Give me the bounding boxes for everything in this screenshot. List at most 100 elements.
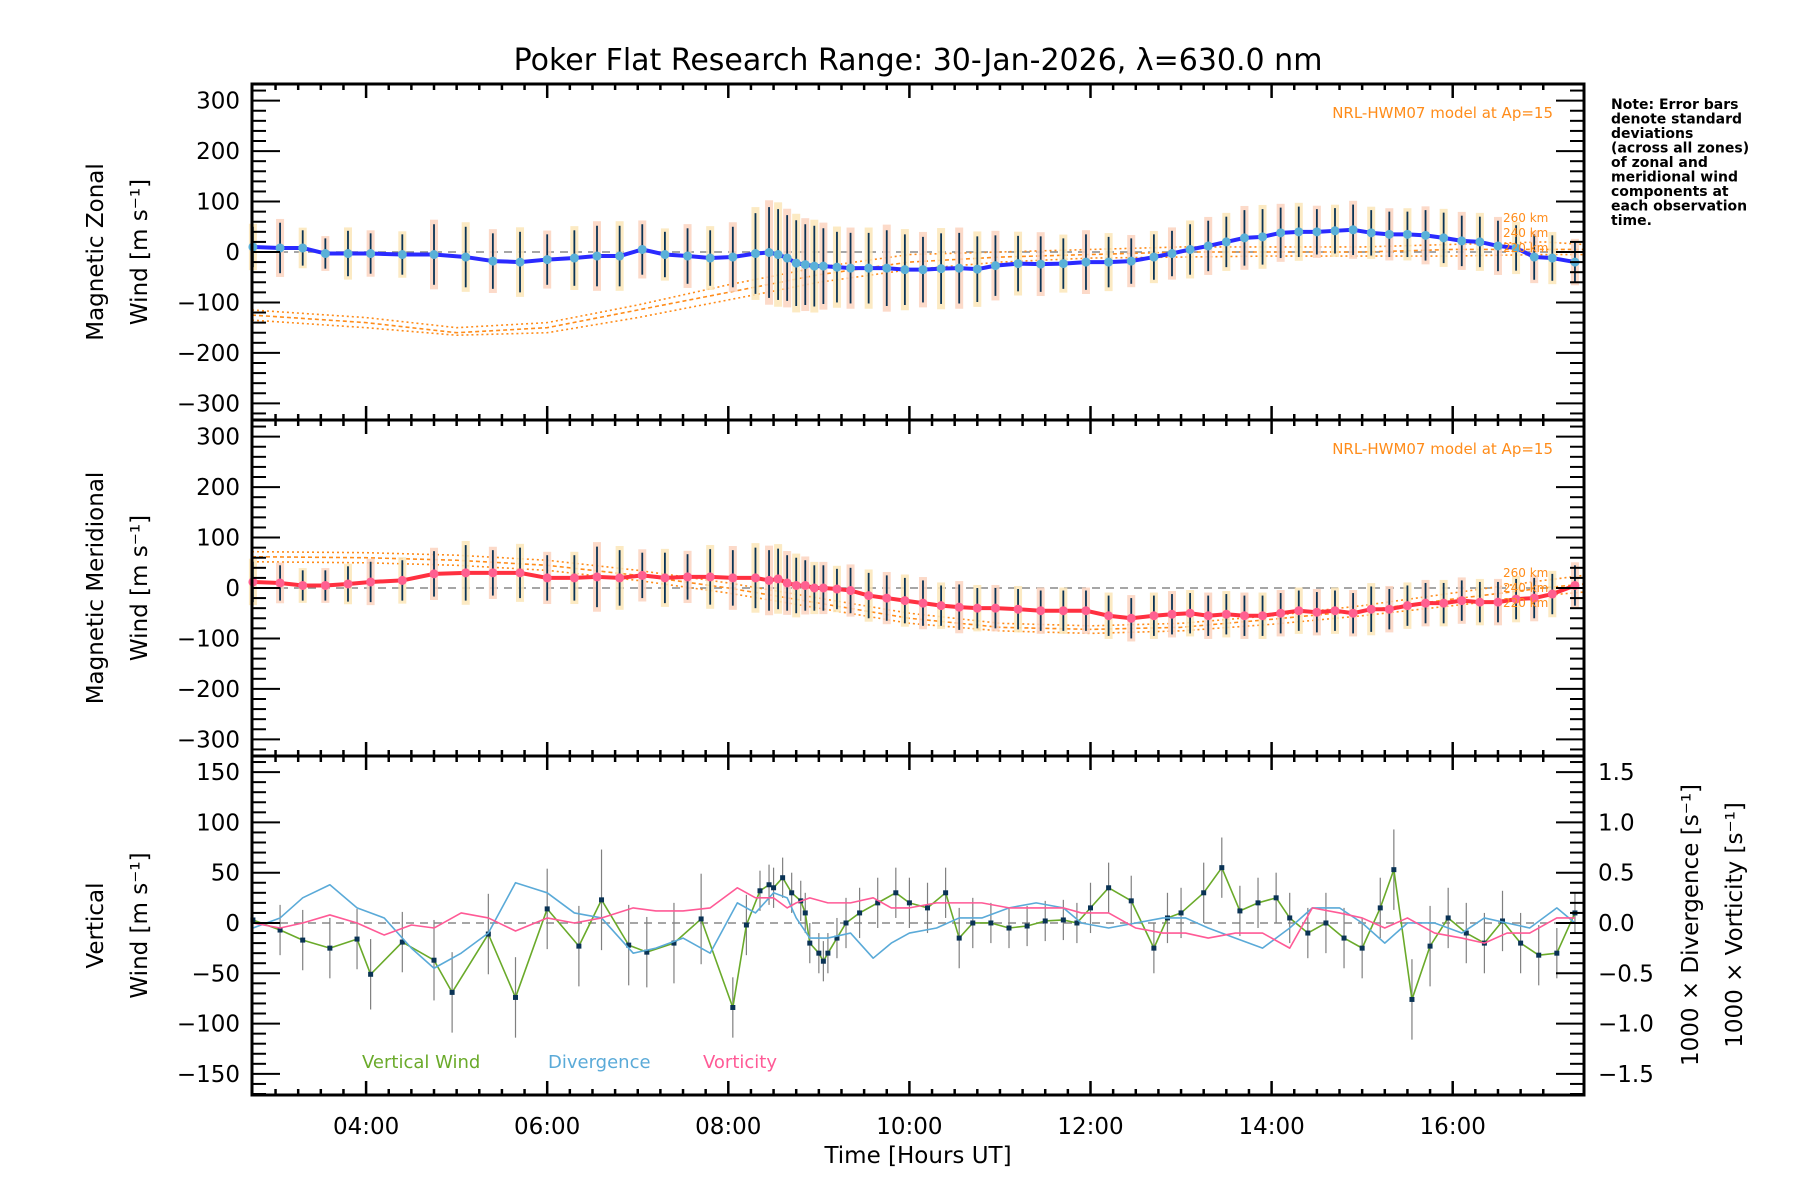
data-point — [461, 568, 471, 578]
data-point — [1276, 228, 1286, 238]
data-point — [1402, 601, 1412, 611]
series-line-divergence — [252, 881, 1576, 970]
x-tick-label: 06:00 — [514, 1114, 580, 1140]
data-point — [816, 950, 822, 956]
legend-item-vertical-wind: Vertical Wind — [362, 1052, 480, 1073]
data-point — [782, 578, 792, 588]
data-point — [791, 580, 801, 590]
data-point — [1106, 885, 1112, 891]
data-point — [1036, 606, 1046, 616]
y-tick-label: 300 — [196, 89, 240, 115]
data-point — [366, 577, 376, 587]
data-point — [1529, 593, 1539, 603]
data-point — [1258, 611, 1268, 621]
data-point — [1445, 915, 1451, 921]
data-point — [728, 573, 738, 583]
data-point — [780, 875, 786, 881]
data-point — [569, 253, 579, 263]
data-point — [1104, 257, 1114, 267]
data-point — [791, 258, 801, 268]
data-point — [637, 570, 647, 580]
data-point — [1475, 237, 1485, 247]
data-point — [918, 265, 928, 275]
data-point — [954, 263, 964, 273]
data-point — [1087, 905, 1093, 911]
note-line: (across all zones) — [1611, 141, 1749, 157]
data-point — [988, 920, 994, 926]
data-point — [1258, 232, 1268, 242]
data-point — [1151, 945, 1157, 951]
data-point — [864, 591, 874, 601]
data-point — [1493, 597, 1503, 607]
data-point — [875, 900, 881, 906]
data-point — [275, 243, 285, 253]
series-line-vertical-wind — [252, 866, 1576, 1009]
data-point — [1475, 597, 1485, 607]
data-point — [1547, 253, 1557, 263]
data-point — [1348, 608, 1358, 618]
note-line: Note: Error bars — [1611, 97, 1738, 113]
data-point — [298, 243, 308, 253]
series-line-vorticity — [252, 886, 1575, 949]
data-point — [485, 931, 491, 937]
y-tick-label: −100 — [177, 290, 240, 316]
panel-meridional: 300 200 100 0 −100 −200 −300 Magnetic Meridiona… — [83, 418, 1586, 758]
data-point — [1409, 996, 1415, 1002]
right-tick-label: 0.0 — [1598, 911, 1635, 937]
data-point — [637, 244, 647, 254]
data-point — [843, 920, 849, 926]
data-point — [893, 890, 899, 896]
note-line: each observation — [1611, 199, 1747, 215]
y-axis-label-line1: Magnetic Meridional — [83, 472, 109, 705]
y-tick-label: 200 — [196, 475, 240, 501]
data-point — [660, 573, 670, 583]
data-point — [488, 256, 498, 266]
altitude-label: 240 km — [1503, 226, 1548, 240]
data-point — [1081, 257, 1091, 267]
data-point — [943, 890, 949, 896]
data-point — [802, 910, 808, 916]
data-point — [1377, 905, 1383, 911]
data-point — [1255, 900, 1261, 906]
data-point — [832, 262, 842, 272]
y-tick-label: −100 — [177, 1012, 240, 1038]
model-curve-240km — [251, 248, 1584, 334]
data-point — [956, 935, 962, 941]
series-line-zonal-wind — [252, 227, 1576, 272]
note-line: components at — [1611, 184, 1729, 200]
data-point — [1427, 943, 1433, 949]
data-point — [1024, 923, 1030, 929]
data-point — [599, 897, 605, 903]
data-point — [820, 958, 826, 964]
data-point — [429, 569, 439, 579]
data-point — [825, 950, 831, 956]
data-point — [1439, 598, 1449, 608]
note-line: time. — [1611, 213, 1652, 229]
data-point — [1348, 225, 1358, 235]
vorticity-axis-label: 1000 × Vorticity [s⁻¹] — [1722, 802, 1748, 1048]
y-axis-label-line2: Wind [m s⁻¹] — [127, 515, 153, 661]
data-point — [925, 905, 931, 911]
y-tick-label: 200 — [196, 139, 240, 165]
data-point — [1518, 940, 1524, 946]
data-point — [1203, 241, 1213, 251]
panel-vertical: 150 100 50 0 −50 −100 −150 Vertical Wind [m s⁻¹]… — [83, 754, 1748, 1097]
data-point — [773, 250, 783, 260]
data-point — [366, 249, 376, 259]
data-point — [1330, 226, 1340, 236]
data-point — [1185, 608, 1195, 618]
data-point — [1237, 908, 1243, 914]
data-point — [1536, 952, 1542, 958]
data-point — [771, 885, 777, 891]
data-point — [1058, 259, 1068, 269]
model-label: NRL-HWM07 model at Ap=15 — [1332, 104, 1553, 122]
right-tick-label: 1.0 — [1598, 810, 1635, 836]
data-point — [515, 568, 525, 578]
data-point — [1493, 241, 1503, 251]
right-tick-label: −0.5 — [1598, 961, 1654, 987]
data-point — [782, 253, 792, 263]
data-point — [1305, 930, 1311, 936]
data-point — [1036, 259, 1046, 269]
